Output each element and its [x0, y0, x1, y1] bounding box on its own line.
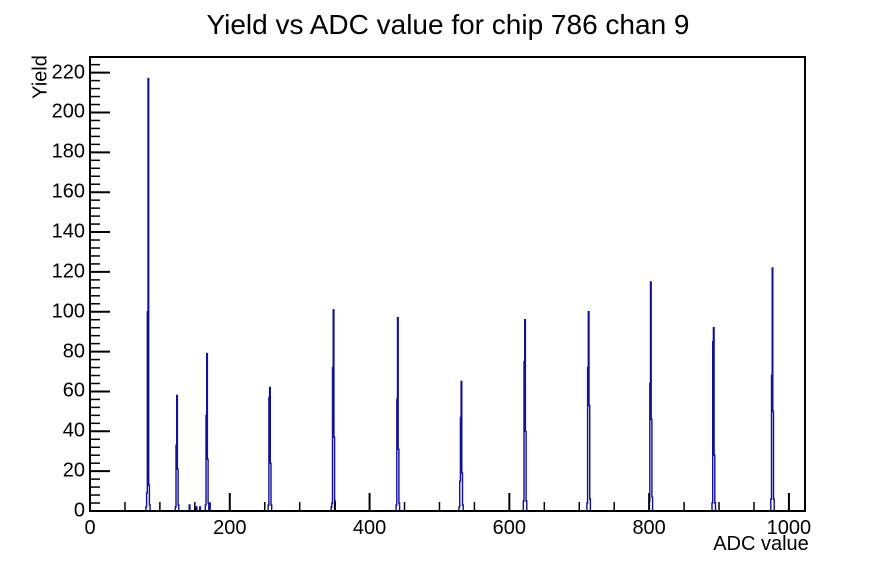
y-axis-tick-label: 160 [51, 180, 85, 203]
plot-frame [89, 56, 806, 512]
y-axis-tick-label: 220 [51, 61, 85, 84]
y-axis-tick-label: 60 [62, 379, 85, 402]
y-axis-tick-label: 0 [73, 499, 85, 522]
x-axis-title: ADC value [713, 533, 809, 555]
y-axis-title: Yield [29, 55, 52, 99]
y-axis-tick-label: 180 [51, 140, 85, 163]
x-axis-tick-label: 600 [492, 517, 527, 539]
y-axis-tick-label: 100 [51, 300, 85, 323]
chart-title: Yield vs ADC value for chip 786 chan 9 [206, 9, 690, 40]
y-axis-tick-label: 80 [62, 340, 85, 363]
y-axis-tick-label: 40 [62, 419, 85, 442]
x-axis-tick-label: 400 [352, 517, 387, 539]
y-axis-tick-label: 20 [62, 459, 85, 482]
x-axis-tick-label: 200 [213, 517, 247, 539]
y-axis-tick-label: 140 [51, 220, 85, 243]
x-axis-tick-label: 1000 [766, 517, 812, 539]
x-axis-tick-label: 800 [632, 517, 666, 539]
y-axis-tick-label: 200 [51, 100, 85, 123]
x-axis-tick-label: 0 [84, 517, 96, 539]
histogram-line [90, 77, 806, 512]
y-axis-tick-label: 120 [51, 260, 85, 283]
